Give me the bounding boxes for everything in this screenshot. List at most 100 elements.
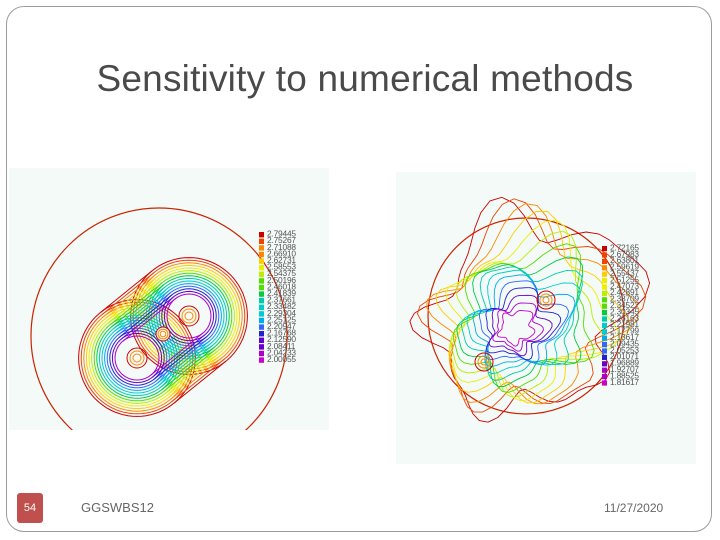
legend-label: 2.34527 [610,300,639,310]
slide-title: Sensitivity to numerical methods [96,58,634,99]
contour-plot-left: 2.794452.752672.710882.669102.627312.585… [9,168,329,430]
legend-swatch [259,337,264,343]
contour-core [480,358,488,366]
contour-line [101,272,225,402]
contour-lines-left [78,257,248,417]
legend-swatch [602,322,607,328]
contour-line [485,287,562,361]
legend-label: 2.72165 [610,242,639,252]
contour-line [122,298,204,376]
contour-core [159,330,167,338]
contour-line [104,325,170,391]
contour-line [111,284,215,390]
legend-label: 2.42891 [610,287,639,297]
legend-swatch [259,324,264,330]
legend-label: 2.17799 [610,326,639,336]
legend-label: 2.75267 [267,235,296,245]
contour-core [477,355,491,369]
contour-core [181,308,197,324]
legend-label: 1.92707 [610,364,639,374]
legend-label: 2.51255 [610,274,639,284]
legend-label: 2.66910 [267,248,296,258]
legend-label: 2.79445 [267,229,296,239]
contour-line [106,278,220,396]
contour-line [113,286,213,388]
legend-label: 2.59619 [610,262,639,272]
legend-swatch [602,348,607,354]
legend-label: 2.63801 [610,255,639,265]
legend-swatch [259,265,264,271]
legend-swatch [602,374,607,380]
legend-label: 2.25125 [267,314,296,324]
figure-background [396,172,696,464]
domain-boundary-circle [30,207,288,430]
contour-core [542,296,550,304]
legend-label: 2.71088 [267,242,296,252]
legend-swatch [259,278,264,284]
legend-label: 2.54375 [267,268,296,278]
legend-left: 2.794452.752672.710882.669102.627312.585… [259,229,297,364]
contour-core [474,352,494,372]
contour-line [426,203,640,405]
legend-label: 2.62731 [267,255,296,265]
legend-swatch [602,380,607,386]
contour-core [129,350,145,366]
legend-label: 1.81617 [610,377,639,387]
contour-line [488,294,553,357]
contour-line [496,310,536,347]
legend-swatch [602,290,607,296]
contour-line [116,290,210,384]
contour-line [108,280,218,394]
legend-swatch [602,361,607,367]
legend-label: 2.08411 [267,341,296,351]
legend-label: 2.33482 [267,301,296,311]
contour-line [409,196,651,423]
contour-line [93,314,181,402]
contour-line [109,330,165,386]
contour-line [114,288,212,386]
legend-label: 2.46018 [267,281,296,291]
legend-swatch [602,329,607,335]
legend-label: 2.29304 [267,308,296,318]
footer-date: 11/27/2020 [604,501,664,515]
contour-core [126,347,148,369]
contour-core [184,311,194,321]
contour-line [119,294,207,380]
legend-swatch [602,278,607,284]
slide-frame [6,6,712,532]
contour-line [106,327,168,389]
contour-plot-right: 2.721652.679832.638012.596192.554372.512… [396,172,696,464]
legend-swatch [602,265,607,271]
legend-swatch [259,344,264,350]
legend-label: 2.67983 [610,249,639,259]
legend-label: 2.09435 [610,338,639,348]
legend-label: 2.21981 [610,319,639,329]
legend-swatch [259,251,264,258]
legend-swatch [259,350,264,357]
contour-line [452,243,595,393]
legend-label: 2.58553 [267,262,296,272]
legend-swatch [602,303,607,309]
contour-line [417,198,647,413]
contour-core [132,353,142,363]
contour-line [83,304,191,412]
contour-line [492,302,544,352]
legend-label: 2.30345 [610,306,639,316]
legend-swatch [259,245,264,251]
legend-swatch [602,335,607,341]
legend-swatch [259,311,264,317]
contour-line [103,274,223,400]
legend-swatch [259,271,264,277]
contour-core [539,293,553,307]
legend-swatch [259,238,264,244]
legend-label: 2.38709 [610,294,639,304]
contour-line [148,275,230,357]
legend-right: 2.721652.679832.638012.596192.554372.512… [602,242,640,387]
legend-swatch [602,258,607,264]
legend-swatch [259,291,264,297]
legend-swatch [259,232,264,238]
legend-label: 2.00055 [267,354,296,364]
legend-swatch [602,367,607,373]
legend-label: 2.26163 [610,313,639,323]
contour-line [135,262,243,370]
